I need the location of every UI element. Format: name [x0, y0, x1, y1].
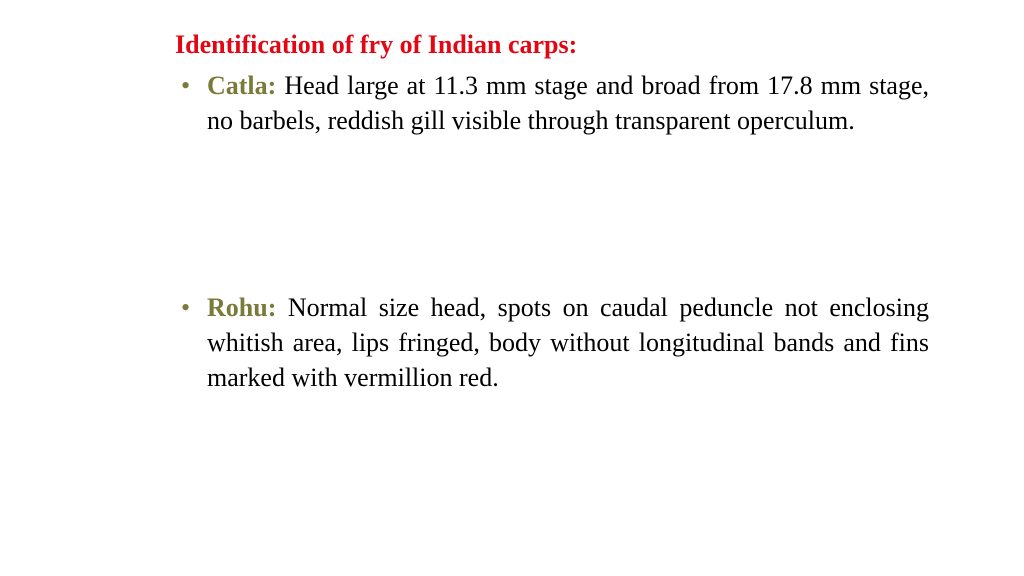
- bullet-list: Catla: Head large at 11.3 mm stage and b…: [175, 68, 929, 138]
- list-item: Catla: Head large at 11.3 mm stage and b…: [175, 68, 929, 138]
- bullet-list: Rohu: Normal size head, spots on caudal …: [175, 290, 929, 395]
- vertical-spacer: [175, 150, 929, 290]
- species-name-catla: Catla:: [207, 71, 276, 100]
- list-item: Rohu: Normal size head, spots on caudal …: [175, 290, 929, 395]
- species-description: Head large at 11.3 mm stage and broad fr…: [207, 71, 929, 135]
- slide-content: Identification of fry of Indian carps: C…: [0, 0, 1024, 437]
- species-name-rohu: Rohu:: [207, 293, 276, 322]
- slide-heading: Identification of fry of Indian carps:: [175, 30, 929, 60]
- species-description: Normal size head, spots on caudal pedunc…: [207, 293, 929, 392]
